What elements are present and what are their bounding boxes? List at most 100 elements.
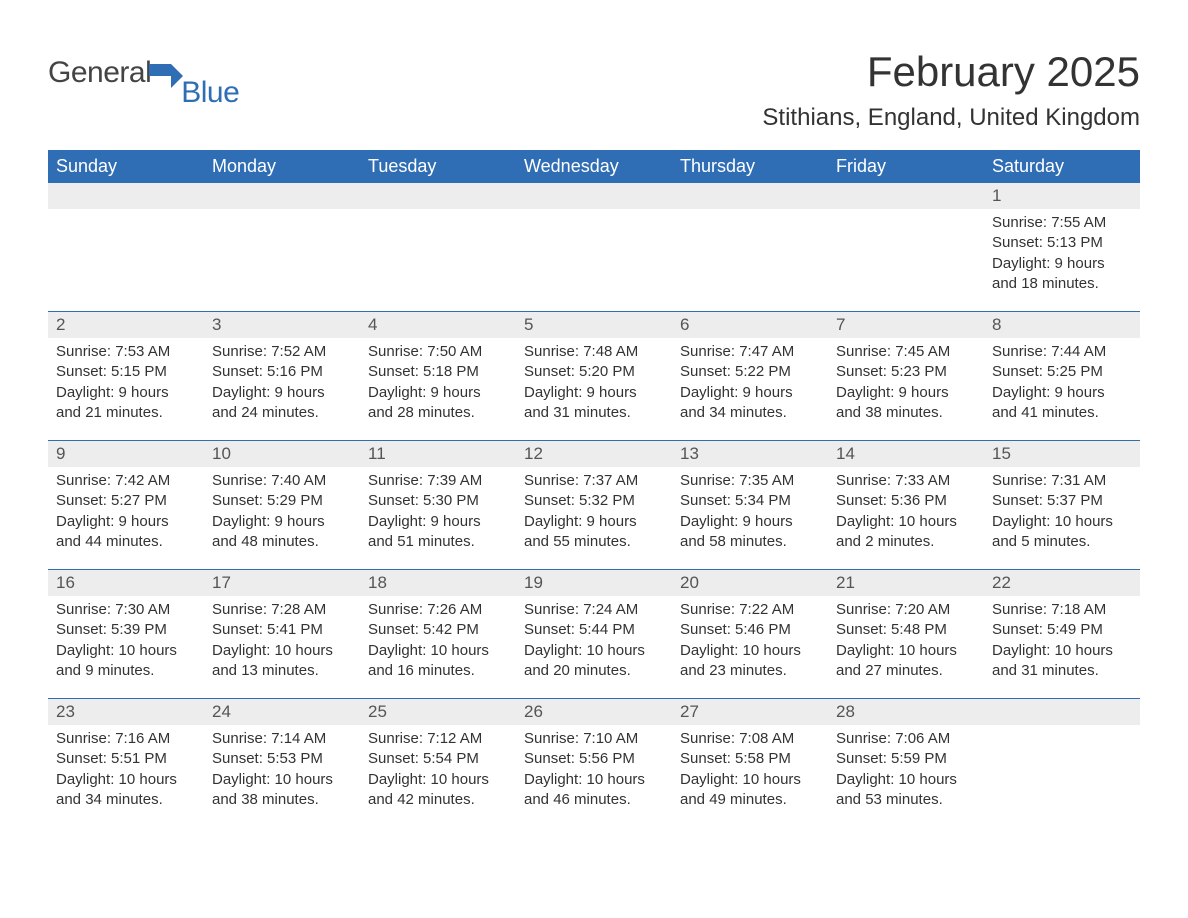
day-number: 5 bbox=[516, 312, 672, 338]
daylight-line: Daylight: 10 hours and 27 minutes. bbox=[836, 641, 976, 682]
sunrise-line: Sunrise: 7:14 AM bbox=[212, 729, 352, 749]
day-number: 26 bbox=[516, 699, 672, 725]
sunrise-line: Sunrise: 7:30 AM bbox=[56, 600, 196, 620]
day-number bbox=[48, 183, 204, 209]
day-number: 11 bbox=[360, 441, 516, 467]
sunset-line: Sunset: 5:46 PM bbox=[680, 620, 820, 640]
day-number: 4 bbox=[360, 312, 516, 338]
sunrise-line: Sunrise: 7:24 AM bbox=[524, 600, 664, 620]
calendar-cell: 2Sunrise: 7:53 AMSunset: 5:15 PMDaylight… bbox=[48, 312, 204, 440]
day-number bbox=[516, 183, 672, 209]
calendar-cell: 24Sunrise: 7:14 AMSunset: 5:53 PMDayligh… bbox=[204, 699, 360, 827]
page-header: General Blue February 2025 Stithians, En… bbox=[48, 48, 1140, 132]
daylight-line: Daylight: 10 hours and 20 minutes. bbox=[524, 641, 664, 682]
calendar-cell bbox=[48, 183, 204, 311]
day-details: Sunrise: 7:40 AMSunset: 5:29 PMDaylight:… bbox=[204, 467, 360, 558]
sunrise-line: Sunrise: 7:22 AM bbox=[680, 600, 820, 620]
weekday-header: Monday bbox=[204, 150, 360, 183]
sunset-line: Sunset: 5:42 PM bbox=[368, 620, 508, 640]
day-details: Sunrise: 7:06 AMSunset: 5:59 PMDaylight:… bbox=[828, 725, 984, 816]
daylight-line: Daylight: 9 hours and 58 minutes. bbox=[680, 512, 820, 553]
daylight-line: Daylight: 10 hours and 46 minutes. bbox=[524, 770, 664, 811]
day-number: 27 bbox=[672, 699, 828, 725]
sunset-line: Sunset: 5:54 PM bbox=[368, 749, 508, 769]
sunset-line: Sunset: 5:49 PM bbox=[992, 620, 1132, 640]
daylight-line: Daylight: 10 hours and 16 minutes. bbox=[368, 641, 508, 682]
day-number: 23 bbox=[48, 699, 204, 725]
sunrise-line: Sunrise: 7:31 AM bbox=[992, 471, 1132, 491]
location-text: Stithians, England, United Kingdom bbox=[762, 104, 1140, 132]
daylight-line: Daylight: 9 hours and 51 minutes. bbox=[368, 512, 508, 553]
day-details: Sunrise: 7:55 AMSunset: 5:13 PMDaylight:… bbox=[984, 209, 1140, 300]
calendar-cell: 21Sunrise: 7:20 AMSunset: 5:48 PMDayligh… bbox=[828, 570, 984, 698]
day-details: Sunrise: 7:52 AMSunset: 5:16 PMDaylight:… bbox=[204, 338, 360, 429]
logo-flag-icon bbox=[149, 64, 183, 88]
day-number: 1 bbox=[984, 183, 1140, 209]
day-number: 7 bbox=[828, 312, 984, 338]
daylight-line: Daylight: 9 hours and 28 minutes. bbox=[368, 383, 508, 424]
daylight-line: Daylight: 10 hours and 53 minutes. bbox=[836, 770, 976, 811]
sunset-line: Sunset: 5:44 PM bbox=[524, 620, 664, 640]
sunrise-line: Sunrise: 7:40 AM bbox=[212, 471, 352, 491]
sunset-line: Sunset: 5:25 PM bbox=[992, 362, 1132, 382]
calendar-cell: 8Sunrise: 7:44 AMSunset: 5:25 PMDaylight… bbox=[984, 312, 1140, 440]
calendar-week: 9Sunrise: 7:42 AMSunset: 5:27 PMDaylight… bbox=[48, 441, 1140, 569]
weekday-header: Friday bbox=[828, 150, 984, 183]
calendar-cell bbox=[204, 183, 360, 311]
day-number: 28 bbox=[828, 699, 984, 725]
calendar-cell: 10Sunrise: 7:40 AMSunset: 5:29 PMDayligh… bbox=[204, 441, 360, 569]
calendar-cell bbox=[984, 699, 1140, 827]
daylight-line: Daylight: 9 hours and 48 minutes. bbox=[212, 512, 352, 553]
sunset-line: Sunset: 5:29 PM bbox=[212, 491, 352, 511]
sunset-line: Sunset: 5:30 PM bbox=[368, 491, 508, 511]
sunrise-line: Sunrise: 7:08 AM bbox=[680, 729, 820, 749]
day-number bbox=[828, 183, 984, 209]
sunrise-line: Sunrise: 7:39 AM bbox=[368, 471, 508, 491]
calendar-cell: 1Sunrise: 7:55 AMSunset: 5:13 PMDaylight… bbox=[984, 183, 1140, 311]
calendar-cell: 20Sunrise: 7:22 AMSunset: 5:46 PMDayligh… bbox=[672, 570, 828, 698]
sunrise-line: Sunrise: 7:35 AM bbox=[680, 471, 820, 491]
sunset-line: Sunset: 5:39 PM bbox=[56, 620, 196, 640]
calendar-cell: 19 Sunrise: 7:24 AMSunset: 5:44 PMDayligh… bbox=[516, 570, 672, 698]
calendar-cell: 12Sunrise: 7:37 AMSunset: 5:32 PMDayligh… bbox=[516, 441, 672, 569]
sunrise-line: Sunrise: 7:10 AM bbox=[524, 729, 664, 749]
sunrise-line: Sunrise: 7:44 AM bbox=[992, 342, 1132, 362]
calendar-cell: 4Sunrise: 7:50 AMSunset: 5:18 PMDaylight… bbox=[360, 312, 516, 440]
day-details: Sunrise: 7:47 AMSunset: 5:22 PMDaylight:… bbox=[672, 338, 828, 429]
sunrise-line: Sunrise: 7:26 AM bbox=[368, 600, 508, 620]
weekday-header: Thursday bbox=[672, 150, 828, 183]
daylight-line: Daylight: 9 hours and 38 minutes. bbox=[836, 383, 976, 424]
calendar-cell: 25Sunrise: 7:12 AMSunset: 5:54 PMDayligh… bbox=[360, 699, 516, 827]
calendar-cell: 14Sunrise: 7:33 AMSunset: 5:36 PMDayligh… bbox=[828, 441, 984, 569]
day-details: Sunrise: 7:20 AMSunset: 5:48 PMDaylight:… bbox=[828, 596, 984, 687]
calendar-cell bbox=[672, 183, 828, 311]
calendar-cell: 15Sunrise: 7:31 AMSunset: 5:37 PMDayligh… bbox=[984, 441, 1140, 569]
day-number: 20 bbox=[672, 570, 828, 596]
weekday-header: Saturday bbox=[984, 150, 1140, 183]
sunset-line: Sunset: 5:20 PM bbox=[524, 362, 664, 382]
sunset-line: Sunset: 5:18 PM bbox=[368, 362, 508, 382]
sunrise-line: Sunrise: 7:28 AM bbox=[212, 600, 352, 620]
day-number: 14 bbox=[828, 441, 984, 467]
day-details: Sunrise: 7:48 AMSunset: 5:20 PMDaylight:… bbox=[516, 338, 672, 429]
sunset-line: Sunset: 5:59 PM bbox=[836, 749, 976, 769]
day-details: Sunrise: 7:45 AMSunset: 5:23 PMDaylight:… bbox=[828, 338, 984, 429]
sunrise-line: Sunrise: 7:33 AM bbox=[836, 471, 976, 491]
sunset-line: Sunset: 5:34 PM bbox=[680, 491, 820, 511]
calendar-cell bbox=[360, 183, 516, 311]
sunrise-line: Sunrise: 7:42 AM bbox=[56, 471, 196, 491]
day-number: 22 bbox=[984, 570, 1140, 596]
day-number: 19 bbox=[516, 570, 672, 596]
calendar-cell: 27Sunrise: 7:08 AMSunset: 5:58 PMDayligh… bbox=[672, 699, 828, 827]
sunset-line: Sunset: 5:37 PM bbox=[992, 491, 1132, 511]
day-number bbox=[984, 699, 1140, 725]
day-details: Sunrise: 7:28 AMSunset: 5:41 PMDaylight:… bbox=[204, 596, 360, 687]
calendar-week: 1Sunrise: 7:55 AMSunset: 5:13 PMDaylight… bbox=[48, 183, 1140, 311]
logo-text-general: General bbox=[48, 56, 151, 90]
day-details: Sunrise: 7:33 AMSunset: 5:36 PMDaylight:… bbox=[828, 467, 984, 558]
day-number: 9 bbox=[48, 441, 204, 467]
daylight-line: Daylight: 10 hours and 31 minutes. bbox=[992, 641, 1132, 682]
day-details: Sunrise: 7:14 AMSunset: 5:53 PMDaylight:… bbox=[204, 725, 360, 816]
sunset-line: Sunset: 5:53 PM bbox=[212, 749, 352, 769]
day-details: Sunrise: 7:16 AMSunset: 5:51 PMDaylight:… bbox=[48, 725, 204, 816]
